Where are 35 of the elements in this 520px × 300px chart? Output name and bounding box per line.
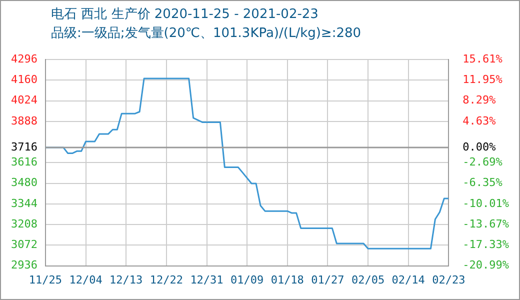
y2-tick-label: 4.63%: [462, 114, 496, 128]
y-tick-label: 4160: [10, 73, 38, 86]
y2-tick-label: -13.67%: [462, 217, 510, 230]
y2-tick-label: 0.00%: [462, 140, 496, 154]
chart-title: 电石 西北 生产价 2020-11-25 - 2021-02-23: [51, 6, 320, 24]
y2-tick-label: -6.35%: [462, 176, 503, 190]
y-tick-label: 4296: [10, 52, 38, 66]
x-tick-label: 01/27: [311, 273, 344, 286]
y2-tick-label: -20.99%: [462, 258, 510, 272]
x-tick-label: 02/14: [392, 273, 426, 286]
y-tick-label: 3344: [10, 196, 38, 210]
y-tick-label: 3616: [10, 156, 38, 169]
x-tick-label: 01/18: [270, 273, 304, 286]
x-tick-label: 01/09: [230, 273, 264, 286]
y-tick-label: 3072: [10, 238, 38, 252]
y-tick-label: 3716: [10, 140, 38, 154]
x-tick-label: 02/23: [432, 273, 466, 286]
x-tick-label: 12/04: [69, 273, 103, 286]
x-tick-label: 02/05: [351, 273, 385, 286]
x-tick-label: 12/31: [190, 273, 224, 286]
y-tick-label: 4024: [10, 94, 38, 107]
x-tick-label: 12/13: [110, 273, 143, 286]
y2-tick-label: -10.01%: [462, 196, 510, 210]
y2-tick-label: 11.95%: [462, 73, 503, 86]
x-tick-label: 12/22: [150, 273, 183, 286]
y2-tick-label: -2.69%: [462, 156, 503, 169]
y-tick-label: 3208: [10, 217, 38, 230]
x-tick-label: 11/25: [28, 273, 62, 286]
y2-tick-label: -17.33%: [462, 238, 510, 252]
y-tick-label: 3888: [10, 114, 38, 128]
chart-subtitle: 品级:一级品;发气量(20℃、101.3KPa)/(L/kg)≥:280: [51, 25, 362, 43]
y-tick-label: 2936: [10, 258, 38, 272]
y2-tick-label: 15.61%: [462, 52, 503, 66]
y2-tick-label: 8.29%: [462, 94, 496, 107]
y-tick-label: 3480: [10, 176, 38, 190]
